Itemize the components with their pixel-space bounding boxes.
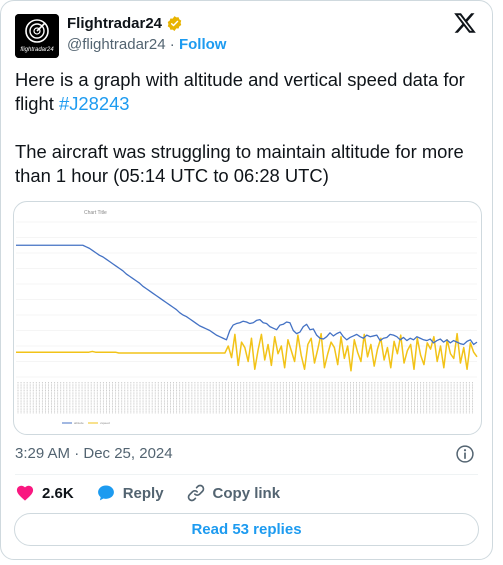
author-handle[interactable]: @flightradar24 (67, 36, 166, 53)
author-handle-row: @flightradar24 · Follow (67, 36, 226, 53)
info-icon[interactable] (455, 444, 475, 464)
tweet-body: Here is a graph with altitude and vertic… (15, 68, 485, 188)
legend-altitude-label: altitude (74, 421, 84, 425)
tweet-text-paragraph2: The aircraft was struggling to maintain … (15, 141, 464, 186)
copy-link-button[interactable]: Copy link (186, 483, 281, 503)
reply-bubble-icon (97, 485, 114, 501)
chart-svg: Chart Title altitude vspeed (16, 210, 478, 425)
like-button[interactable]: 2.6K (15, 483, 74, 503)
chart-image[interactable]: Chart Title altitude vspeed (13, 201, 482, 435)
copy-link-label: Copy link (212, 484, 281, 502)
author-name-row: Flightradar24 (67, 15, 183, 32)
chart-x-tick-labels (17, 382, 473, 414)
chart-legend: altitude vspeed (62, 421, 110, 425)
link-icon (187, 484, 204, 502)
handle-separator: · (169, 36, 175, 53)
series-line-altitude (16, 244, 478, 346)
follow-button[interactable]: Follow (178, 36, 227, 53)
reply-button[interactable]: Reply (96, 483, 164, 503)
chart-gridlines (16, 221, 477, 378)
svg-text:flightradar24: flightradar24 (20, 47, 54, 53)
divider (15, 474, 478, 475)
tweet-card: flightradar24 Flightradar24 @flightradar… (0, 0, 493, 560)
avatar[interactable]: flightradar24 (15, 14, 59, 58)
heart-icon (16, 485, 34, 501)
flightradar24-logo: flightradar24 (15, 14, 59, 58)
read-replies-button[interactable]: Read 53 replies (14, 513, 479, 546)
chart-title: Chart Title (84, 210, 107, 216)
like-count: 2.6K (42, 484, 74, 502)
chart-series (16, 244, 478, 372)
action-bar: 2.6K Reply Copy link (15, 483, 302, 503)
tweet-text-line1: Here is a graph with altitude and vertic… (15, 69, 465, 114)
author-name[interactable]: Flightradar24 (67, 15, 163, 32)
verified-badge-icon (167, 16, 182, 31)
series-line-vspeed (16, 332, 478, 372)
reply-label: Reply (122, 484, 164, 502)
tweet-timestamp[interactable]: 3:29 AM · Dec 25, 2024 (15, 445, 173, 462)
x-logo-icon[interactable] (453, 11, 477, 35)
legend-vspeed-label: vspeed (100, 421, 110, 425)
hashtag-link[interactable]: #J28243 (58, 93, 130, 114)
